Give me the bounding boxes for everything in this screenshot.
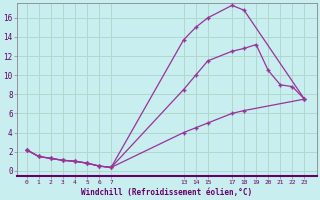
X-axis label: Windchill (Refroidissement éolien,°C): Windchill (Refroidissement éolien,°C) (81, 188, 252, 197)
